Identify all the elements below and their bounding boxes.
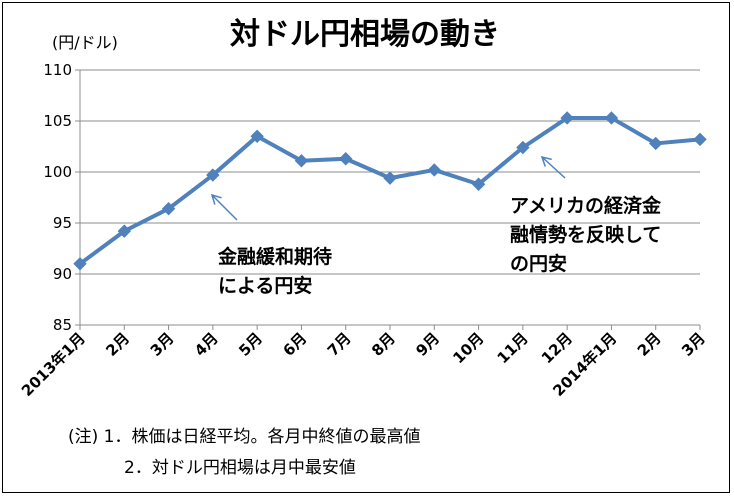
x-tick-label: 2月 (634, 329, 665, 360)
data-point (294, 154, 309, 168)
x-tick-label: 4月 (191, 329, 222, 360)
x-tick-label: 5月 (235, 329, 266, 360)
unit-label: (円/ドル) (52, 33, 118, 52)
data-point (604, 111, 619, 125)
y-tick-label: 90 (53, 265, 72, 283)
data-point (560, 111, 574, 125)
gridlines (80, 69, 700, 275)
x-tick-label: 2013年1月 (18, 329, 89, 400)
y-tick-label: 105 (43, 112, 72, 130)
x-tick-label: 2月 (102, 329, 133, 360)
y-tick-label: 95 (53, 214, 72, 232)
x-tick-label: 7月 (324, 329, 355, 360)
data-point (339, 152, 353, 166)
x-tick-label: 9月 (412, 329, 443, 360)
annotation-arrowhead (210, 193, 222, 205)
annotation-text: による円安 (218, 274, 312, 297)
annotation-text: 融情勢を反映して (510, 223, 661, 246)
chart-frame (2, 2, 730, 493)
data-point (649, 136, 663, 151)
annotation-text: の円安 (510, 252, 567, 275)
x-tick-label: 10月 (449, 329, 487, 367)
data-point (516, 140, 530, 155)
y-tick-label: 100 (43, 163, 72, 181)
data-point (471, 177, 486, 191)
footnote-line: (注) 1．株価は日経平均。各月中終値の最高値 (68, 427, 420, 447)
annotation-arrowhead (540, 155, 552, 167)
data-point (73, 257, 87, 271)
x-tick-label: 6月 (280, 329, 311, 360)
data-point (161, 202, 176, 216)
x-tick-label: 3月 (678, 329, 709, 360)
chart-title: 対ドル円相場の動き (230, 17, 500, 52)
annotation-text: 金融緩和期待 (217, 245, 332, 268)
data-point (117, 224, 131, 238)
data-point (250, 129, 264, 144)
y-tick-label: 85 (53, 316, 72, 334)
y-tick-label: 110 (43, 61, 72, 79)
footnotes: (注) 1．株価は日経平均。各月中終値の最高値 2．対ドル円相場は月中最安値 (68, 427, 420, 478)
y-axis-ticks: 85 90 95 100 105 110 (43, 61, 80, 334)
data-point (427, 163, 441, 177)
x-tick-label: 8月 (368, 329, 399, 360)
annotation-text: アメリカの経済金 (510, 194, 662, 217)
series (73, 111, 707, 271)
footnote-line: 2．対ドル円相場は月中最安値 (124, 458, 356, 478)
data-point (693, 132, 707, 147)
x-tick-label: 11月 (494, 329, 532, 367)
x-tick-label: 3月 (147, 329, 178, 360)
annotation-arrow (211, 194, 238, 221)
data-point (383, 171, 397, 185)
x-tick-label: 12月 (538, 329, 576, 367)
data-point (206, 168, 220, 182)
annotation-arrow (541, 156, 566, 179)
